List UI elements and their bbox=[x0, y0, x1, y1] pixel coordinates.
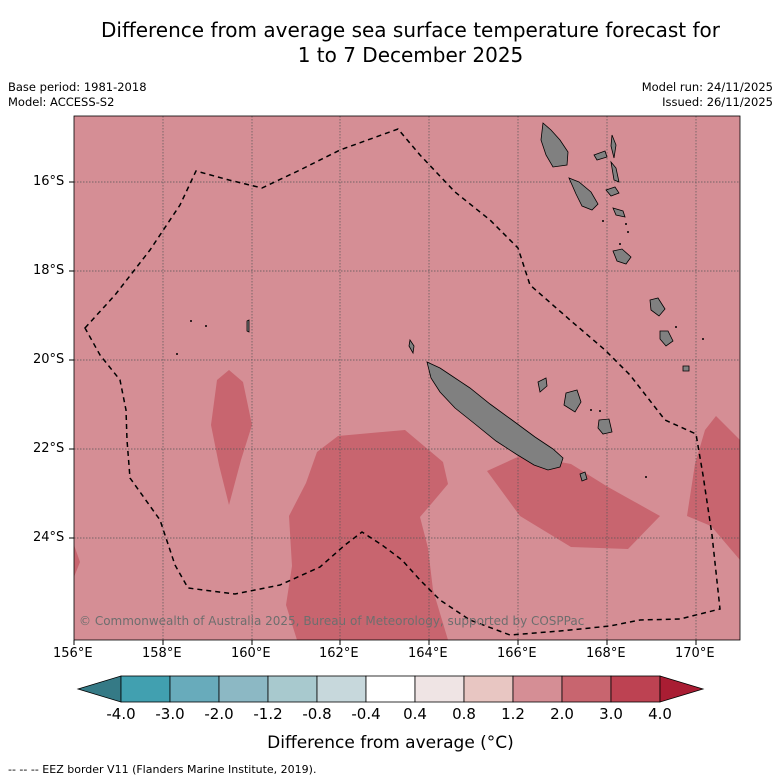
title-line-2: 1 to 7 December 2025 bbox=[297, 43, 524, 67]
copyright-notice: © Commonwealth of Australia 2025, Bureau… bbox=[79, 614, 585, 628]
colorbar-label: -0.4 bbox=[351, 705, 381, 723]
vanuatu-efate bbox=[612, 248, 632, 265]
left-metadata: Base period: 1981-2018 Model: ACCESS-S2 bbox=[8, 80, 147, 110]
colorbar-bin bbox=[365, 675, 416, 703]
colorbar-bin bbox=[610, 675, 661, 703]
colorbar-bin bbox=[463, 675, 514, 703]
gridlines bbox=[74, 116, 740, 640]
vanuatu-erromango bbox=[649, 297, 666, 317]
map-title: Difference from average sea surface temp… bbox=[0, 18, 781, 68]
y-tick-label: 18°S bbox=[33, 263, 65, 278]
vanuatu-epi bbox=[612, 207, 626, 218]
map-frame bbox=[73, 115, 741, 641]
belep-islands bbox=[408, 338, 415, 355]
y-axis-ticks bbox=[69, 181, 74, 539]
loyalty-island-lifou bbox=[563, 389, 582, 413]
x-axis-ticks bbox=[73, 640, 697, 645]
model-name: Model: ACCESS-S2 bbox=[8, 95, 115, 109]
warm-anomaly-patch-east bbox=[687, 416, 740, 560]
colorbar-bin bbox=[316, 675, 367, 703]
x-tick-label: 158°E bbox=[142, 646, 182, 661]
colorbar-bin bbox=[120, 675, 171, 703]
right-metadata: Model run: 24/11/2025 Issued: 26/11/2025 bbox=[642, 80, 773, 110]
colorbar-over-arrow bbox=[659, 675, 705, 703]
colorbar bbox=[76, 675, 705, 703]
warm-anomaly-patch-southeast bbox=[487, 455, 660, 549]
colorbar-label: 4.0 bbox=[648, 705, 672, 723]
colorbar-label: -2.0 bbox=[204, 705, 234, 723]
vanuatu-maewo bbox=[610, 134, 617, 159]
landmasses bbox=[246, 122, 690, 482]
x-tick-label: 166°E bbox=[497, 646, 537, 661]
x-tick-label: 162°E bbox=[319, 646, 359, 661]
colorbar-bin bbox=[218, 675, 269, 703]
x-tick-label: 170°E bbox=[675, 646, 715, 661]
colorbar-bin bbox=[561, 675, 612, 703]
x-tick-label: 160°E bbox=[231, 646, 271, 661]
new-caledonia-island bbox=[426, 361, 564, 471]
vanuatu-aneityum bbox=[682, 365, 690, 372]
colorbar-label: 0.8 bbox=[452, 705, 476, 723]
loyalty-island-mare bbox=[597, 418, 613, 435]
colorbar-label: -4.0 bbox=[106, 705, 136, 723]
colorbar-title: Difference from average (°C) bbox=[267, 733, 514, 753]
issued-date: Issued: 26/11/2025 bbox=[662, 95, 773, 109]
colorbar-bin bbox=[512, 675, 563, 703]
colorbar-label: 0.4 bbox=[403, 705, 427, 723]
colorbar-label: 1.2 bbox=[501, 705, 525, 723]
x-tick-label: 156°E bbox=[53, 646, 93, 661]
warm-anomaly-patch-westedge bbox=[74, 545, 80, 577]
vanuatu-tanna bbox=[659, 330, 674, 347]
colorbar-label: 2.0 bbox=[550, 705, 574, 723]
vanuatu-malakula bbox=[568, 177, 599, 211]
eez-legend-note: -- -- -- EEZ border V11 (Flanders Marine… bbox=[8, 763, 317, 776]
x-tick-label: 168°E bbox=[586, 646, 626, 661]
x-tick-label: 164°E bbox=[408, 646, 448, 661]
title-line-1: Difference from average sea surface temp… bbox=[100, 18, 720, 42]
model-run: Model run: 24/11/2025 bbox=[641, 80, 773, 94]
warm-anomaly-patch-central bbox=[286, 430, 448, 640]
y-tick-label: 20°S bbox=[33, 352, 65, 367]
eez-border bbox=[84, 128, 721, 636]
chesterfield-islet bbox=[246, 319, 250, 333]
vanuatu-espiritu-santo bbox=[540, 122, 569, 168]
colorbar-bin bbox=[267, 675, 318, 703]
small-islets bbox=[176, 220, 704, 478]
colorbar-label: -0.8 bbox=[302, 705, 332, 723]
colorbar-bin bbox=[169, 675, 220, 703]
loyalty-island-ouvea bbox=[537, 377, 548, 393]
y-tick-label: 16°S bbox=[33, 174, 65, 189]
y-tick-label: 22°S bbox=[33, 441, 65, 456]
colorbar-label: -3.0 bbox=[155, 705, 185, 723]
base-period: Base period: 1981-2018 bbox=[8, 80, 147, 94]
colorbar-label: 3.0 bbox=[599, 705, 623, 723]
colorbar-bin bbox=[414, 675, 465, 703]
isle-of-pines bbox=[579, 471, 588, 482]
warm-anomaly-patch-west bbox=[211, 370, 252, 505]
colorbar-under-arrow bbox=[76, 675, 122, 703]
y-tick-label: 24°S bbox=[33, 530, 65, 545]
colorbar-label: -1.2 bbox=[253, 705, 283, 723]
vanuatu-ambrym bbox=[605, 186, 620, 197]
vanuatu-pentecost bbox=[610, 160, 620, 183]
vanuatu-ambae bbox=[593, 150, 608, 161]
